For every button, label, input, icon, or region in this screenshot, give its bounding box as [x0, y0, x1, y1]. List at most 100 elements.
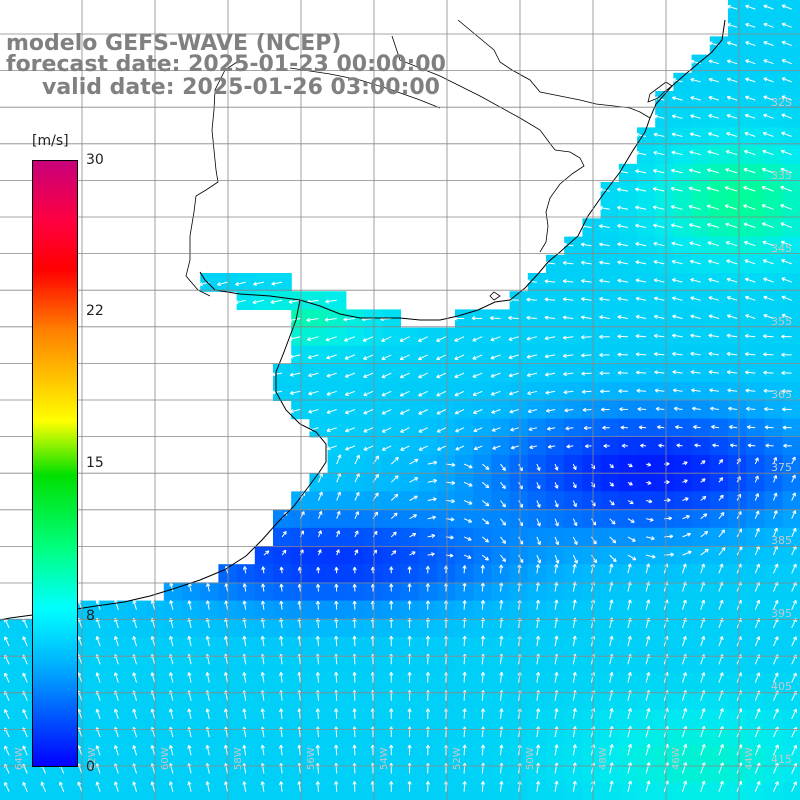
wind-arrow	[445, 462, 456, 467]
wind-arrow	[307, 336, 319, 342]
wind-arrow	[317, 549, 322, 556]
wind-arrow	[473, 409, 483, 415]
lagoon-outline	[647, 81, 673, 103]
speed-cell	[491, 600, 511, 620]
speed-cell	[564, 418, 583, 438]
wind-arrow	[418, 372, 428, 379]
speed-cell	[345, 473, 365, 492]
wind-arrow	[744, 240, 756, 247]
wind-arrow	[602, 425, 610, 430]
wind-arrow	[780, 222, 792, 228]
wind-arrow	[354, 491, 360, 501]
speed-cell	[345, 673, 365, 693]
speed-cell	[546, 691, 565, 711]
wind-arrow	[363, 409, 374, 415]
speed-cell	[655, 400, 674, 420]
wind-arrow	[279, 672, 284, 683]
speed-cell	[600, 400, 620, 420]
speed-cell	[691, 327, 711, 347]
wind-arrow	[336, 454, 342, 465]
speed-cell	[637, 273, 656, 292]
wind-arrow	[316, 566, 321, 574]
speed-cell	[691, 673, 711, 693]
speed-cell	[673, 655, 693, 674]
wind-arrow	[480, 744, 486, 756]
wind-arrow	[334, 708, 339, 719]
wind-arrow	[381, 372, 392, 379]
speed-cell	[655, 709, 674, 729]
speed-cell	[509, 564, 529, 583]
wind-arrow	[726, 333, 738, 338]
wind-arrow	[407, 708, 412, 719]
wind-arrow	[726, 41, 738, 46]
speed-cell	[254, 637, 274, 656]
wind-arrow	[635, 314, 647, 319]
wind-arrow	[508, 372, 519, 378]
wind-arrow	[436, 409, 447, 415]
wind-arrow	[580, 278, 592, 284]
wind-arrow	[746, 406, 756, 412]
wind-arrow	[352, 635, 357, 647]
speed-cell	[728, 200, 747, 219]
wind-arrow	[653, 168, 665, 174]
wind-arrow	[471, 316, 483, 321]
speed-cell	[582, 291, 602, 310]
wind-arrow	[427, 478, 438, 484]
speed-cell	[673, 709, 693, 729]
wind-arrow	[617, 242, 628, 247]
speed-cell	[327, 673, 347, 693]
speed-cell	[655, 418, 674, 438]
speed-cell	[709, 127, 729, 147]
speed-cell	[509, 709, 529, 729]
wind-arrow	[791, 527, 797, 538]
speed-cell	[273, 273, 292, 292]
wind-arrow	[352, 583, 357, 592]
speed-cell	[746, 436, 765, 456]
wind-arrow	[609, 481, 614, 487]
wind-arrow	[773, 492, 778, 501]
wind-arrow	[114, 708, 119, 720]
speed-cell	[473, 564, 492, 583]
wind-arrow	[780, 149, 792, 156]
wind-arrow	[726, 77, 738, 83]
wind-arrow	[407, 583, 412, 592]
speed-cell	[782, 564, 800, 583]
speed-cell	[509, 382, 529, 401]
speed-cell	[200, 618, 219, 638]
speed-cell	[436, 709, 456, 729]
wind-arrow	[627, 780, 632, 792]
wind-arrow	[315, 781, 320, 792]
wind-arrow	[634, 205, 647, 210]
speed-cell	[618, 327, 638, 347]
speed-cell	[163, 655, 183, 674]
wind-arrow	[708, 277, 720, 283]
speed-cell	[455, 709, 474, 729]
wind-arrow	[150, 781, 156, 792]
wind-arrow	[781, 40, 792, 46]
wind-arrow	[150, 745, 156, 756]
wind-arrow	[744, 352, 756, 357]
speed-cell	[345, 382, 365, 401]
speed-cell	[236, 728, 256, 747]
speed-cell	[655, 691, 674, 711]
wind-arrow	[726, 370, 738, 375]
speed-cell	[400, 655, 420, 674]
speed-cell	[109, 655, 128, 674]
speed-cell	[345, 746, 365, 765]
wind-arrow	[491, 427, 501, 432]
speed-cell	[400, 637, 420, 656]
speed-cell	[273, 746, 292, 765]
wind-arrow	[132, 708, 137, 720]
wind-arrow	[95, 672, 101, 683]
wind-arrow	[463, 518, 473, 523]
speed-cell	[509, 618, 529, 638]
wind-arrow	[700, 531, 709, 538]
wind-arrow	[728, 406, 738, 411]
speed-cell	[309, 564, 329, 583]
speed-cell	[746, 728, 765, 747]
wind-arrow	[582, 407, 592, 413]
speed-cell	[691, 200, 711, 219]
speed-cell	[582, 400, 602, 420]
speed-cell	[273, 600, 292, 620]
speed-cell	[618, 564, 638, 583]
